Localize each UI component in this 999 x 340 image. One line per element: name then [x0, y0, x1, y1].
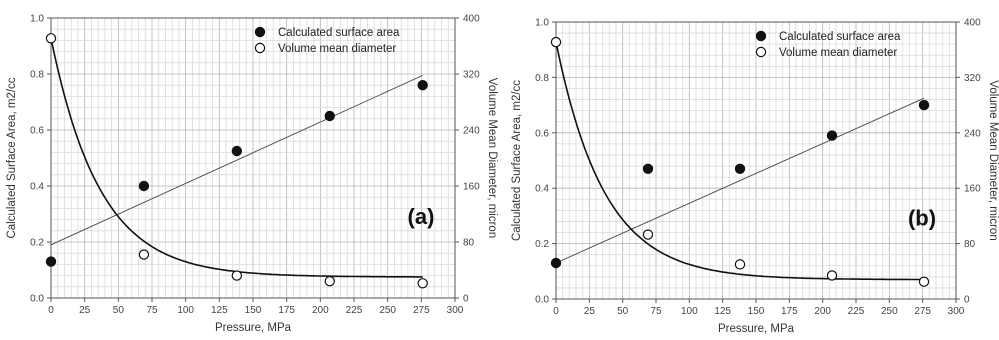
x-tick-label: 250: [379, 305, 396, 316]
x-tick-label: 275: [413, 305, 430, 316]
mean-diameter-point: [138, 249, 150, 260]
x-tick-label: 250: [881, 306, 898, 317]
y-right-axis-title: Volume Mean Diameter, micron: [987, 80, 999, 240]
y-left-tick-label: 0.0: [535, 295, 549, 306]
linear-fit-line: [50, 74, 423, 246]
y-left-tick-label: 1.0: [30, 14, 44, 25]
x-axis-title: Pressure, MPa: [215, 322, 292, 334]
mean-diameter-point: [642, 229, 654, 240]
mean-diameter-point: [550, 36, 562, 48]
y-right-tick-label: 400: [463, 14, 480, 25]
x-tick-label: 25: [584, 306, 596, 317]
mean-diameter-point: [45, 33, 57, 44]
mean-diameter-point: [231, 270, 243, 281]
surface-area-point: [417, 79, 428, 91]
y-right-tick-label: 80: [463, 238, 475, 249]
y-right-tick-label: 0: [463, 294, 469, 305]
x-tick-label: 175: [781, 306, 798, 317]
surface-area-point: [734, 163, 746, 175]
x-tick-label: 0: [48, 305, 54, 316]
surface-area-point: [324, 110, 335, 122]
x-tick-label: 300: [447, 305, 464, 316]
exponential-fit-curve: [555, 41, 924, 281]
panel-label: (a): [408, 204, 435, 229]
surface-area-point: [138, 180, 150, 192]
x-tick-label: 225: [346, 305, 363, 316]
mean-diameter-point: [417, 278, 428, 289]
x-tick-label: 100: [681, 306, 698, 317]
grid: [555, 21, 957, 300]
legend-entry: Calculated surface area: [779, 31, 901, 43]
y-left-tick-label: 0.4: [535, 184, 549, 195]
x-axis-title: Pressure, MPa: [718, 323, 795, 335]
y-right-tick-label: 160: [964, 184, 981, 195]
mean-diameter-point: [324, 276, 335, 287]
mean-diameter-point: [826, 270, 838, 281]
y-right-tick-label: 320: [463, 70, 480, 81]
surface-area-point: [231, 145, 243, 157]
y-left-tick-label: 1.0: [535, 18, 549, 29]
y-left-tick-label: 0.8: [30, 70, 44, 81]
x-tick-label: 200: [312, 305, 329, 316]
y-right-tick-label: 0: [964, 295, 970, 306]
x-tick-label: 175: [278, 305, 295, 316]
chart-panel-1: 0 25 50 75 100 125 150 175 200 225 250 275 300 0.0 0.2…: [6, 14, 498, 335]
grid: [50, 17, 456, 299]
y-left-tick-label: 0.0: [30, 294, 44, 305]
surface-area-point: [826, 130, 838, 141]
chart-panel-2: 0 25 50 75 100 125 150 175 200 225 250 275 300 0.0 0.2…: [511, 18, 999, 336]
x-tick-label: 150: [245, 305, 262, 316]
y-left-axis-title: Calculated Surface Area, m2/cc: [511, 80, 523, 241]
x-tick-label: 275: [914, 306, 931, 317]
x-tick-label: 100: [177, 305, 194, 316]
y-right-tick-label: 80: [964, 239, 976, 250]
y-right-tick-label: 160: [463, 182, 480, 193]
y-left-axis-title: Calculated Surface Area, m2/cc: [6, 77, 18, 238]
y-left-tick-label: 0.6: [30, 126, 44, 137]
x-tick-label: 50: [113, 305, 125, 316]
x-tick-label: 25: [79, 305, 91, 316]
legend-entry: Volume mean diameter: [278, 43, 396, 55]
x-tick-label: 150: [748, 306, 765, 317]
x-tick-label: 225: [848, 306, 865, 317]
surface-area-point: [642, 163, 654, 175]
x-tick-label: 125: [211, 305, 228, 316]
x-tick-label: 50: [617, 306, 629, 317]
y-right-tick-label: 320: [964, 73, 981, 84]
y-left-tick-label: 0.6: [535, 128, 549, 139]
surface-area-point: [45, 256, 57, 267]
surface-area-point: [550, 257, 562, 269]
y-left-tick-label: 0.2: [535, 239, 549, 250]
mean-diameter-point: [734, 259, 746, 270]
y-right-axis-title: Volume Mean Diameter, micron: [486, 78, 498, 238]
legend-marker: [755, 30, 767, 42]
y-right-tick-label: 240: [463, 126, 480, 137]
y-left-tick-label: 0.2: [30, 238, 44, 249]
surface-area-point: [918, 99, 930, 111]
legend-marker: [755, 46, 767, 58]
panel-label: (b): [908, 206, 936, 231]
x-tick-label: 125: [714, 306, 731, 317]
legend-marker: [254, 26, 266, 38]
y-right-tick-label: 400: [964, 18, 981, 29]
x-tick-label: 0: [553, 306, 559, 317]
y-left-tick-label: 0.4: [30, 182, 44, 193]
mean-diameter-point: [918, 276, 930, 287]
legend-entry: Volume mean diameter: [779, 47, 897, 59]
x-tick-label: 300: [948, 306, 965, 317]
legend-entry: Calculated surface area: [278, 27, 400, 39]
linear-fit-line: [555, 97, 925, 264]
y-right-tick-label: 240: [964, 128, 981, 139]
x-tick-label: 200: [814, 306, 831, 317]
legend-marker: [254, 42, 266, 54]
x-tick-label: 75: [650, 306, 662, 317]
x-tick-label: 75: [146, 305, 158, 316]
y-left-tick-label: 0.8: [535, 73, 549, 84]
